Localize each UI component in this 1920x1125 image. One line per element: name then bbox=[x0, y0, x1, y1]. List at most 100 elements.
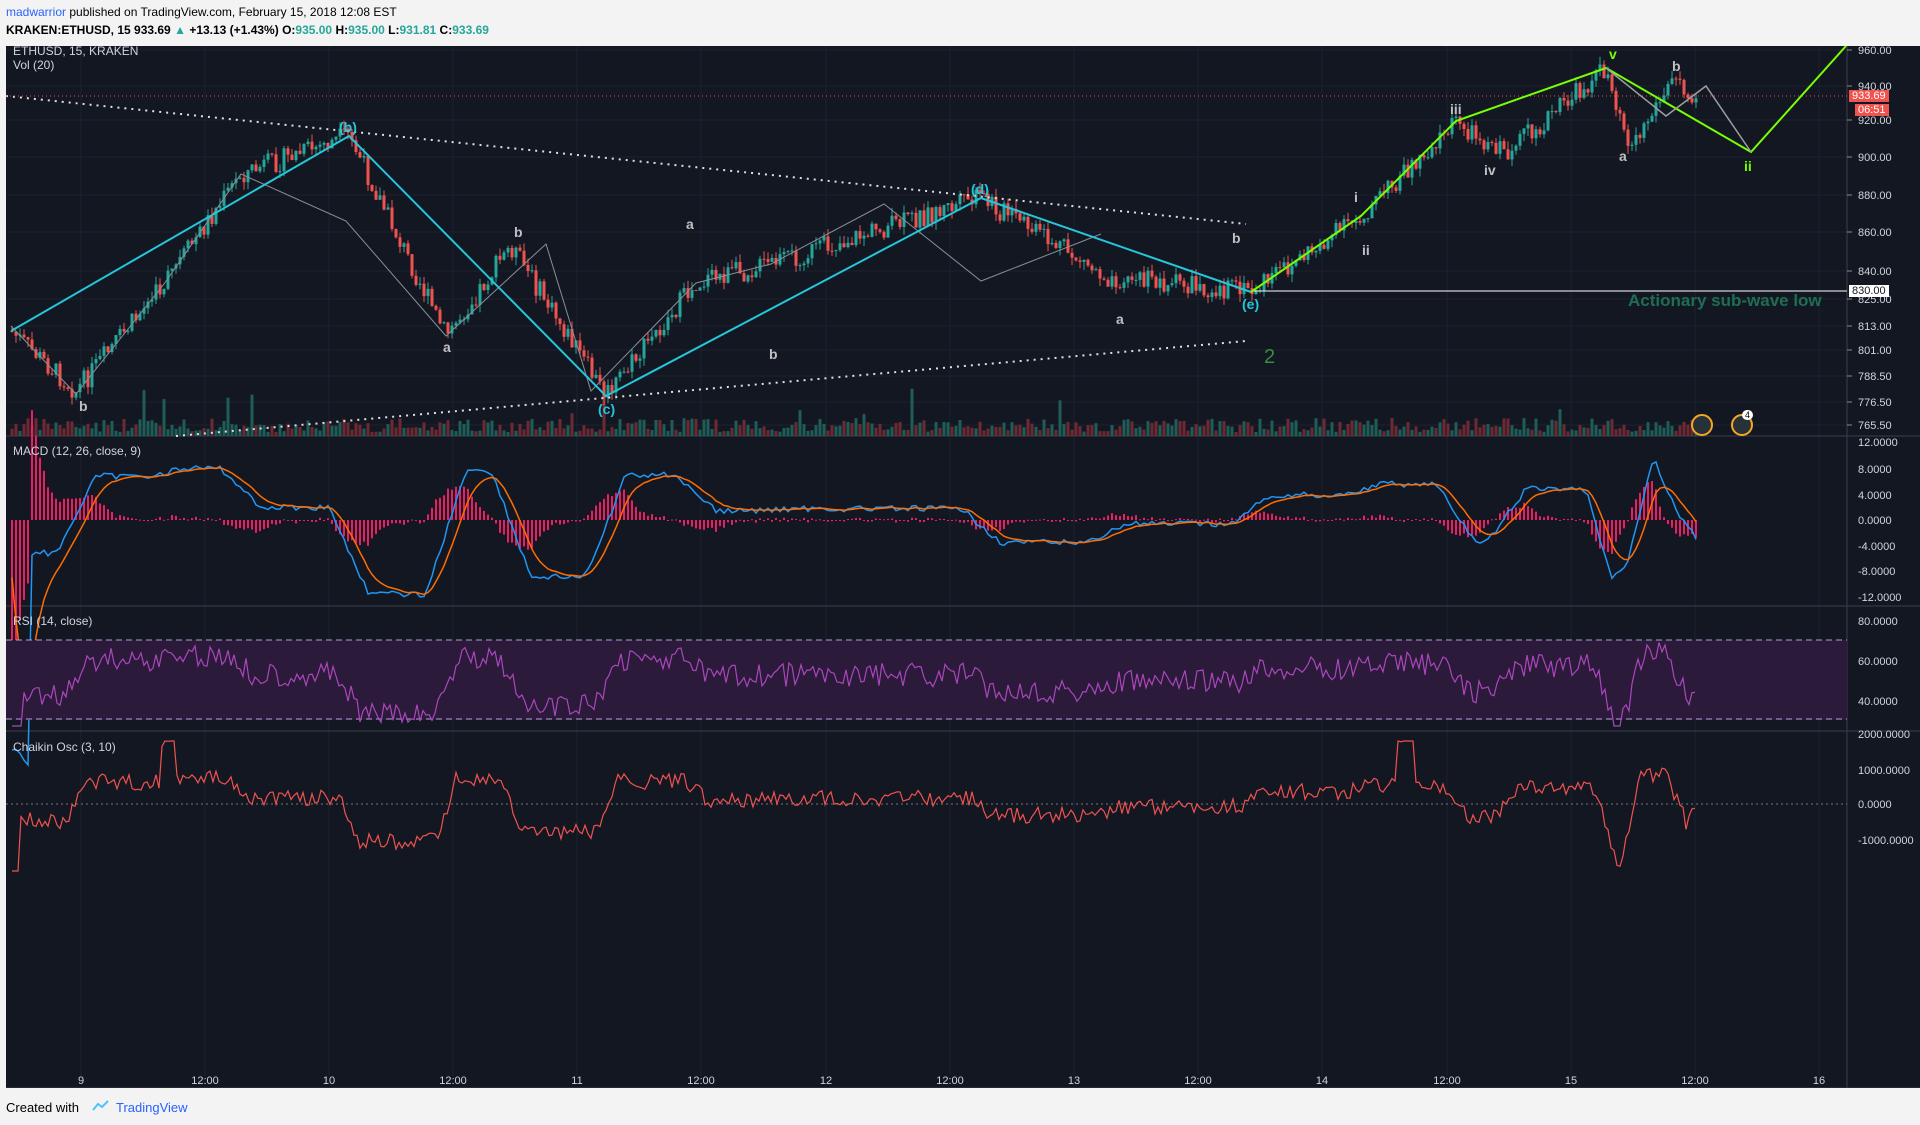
volume-bar bbox=[1498, 426, 1502, 436]
macd-hist-bar bbox=[1551, 516, 1553, 520]
primary-wave-cyan[interactable] bbox=[10, 134, 1252, 398]
macd-hist-bar bbox=[539, 520, 541, 537]
macd-hist-bar bbox=[487, 514, 489, 520]
candle-body bbox=[930, 207, 934, 223]
time-axis[interactable]: 9 12:00 10 12:00 11 12:00 12 12:00 13 12:00 14 12:0… bbox=[78, 1075, 1825, 1087]
volume-bar bbox=[874, 427, 878, 436]
candle-body bbox=[1522, 128, 1526, 134]
price-axis[interactable]: 960.00940.00920.00900.00880.00860.00840.… bbox=[1847, 46, 1892, 432]
wave-label-d-paren: (d) bbox=[971, 181, 989, 197]
macd-hist-bar bbox=[1191, 519, 1193, 521]
lower-trendline[interactable] bbox=[175, 340, 1247, 437]
macd-hist-bar bbox=[31, 410, 33, 520]
macd-hist-bar bbox=[335, 520, 337, 532]
candle-body bbox=[954, 204, 958, 211]
volume-bar bbox=[910, 388, 914, 436]
macd-hist-bar bbox=[943, 518, 945, 520]
volume-bar bbox=[506, 431, 510, 436]
volume-bar bbox=[1250, 426, 1254, 436]
macd-tick-label: 0.0000 bbox=[1858, 515, 1892, 527]
volume-bar bbox=[1418, 431, 1422, 436]
candle-body bbox=[1334, 223, 1338, 236]
chaikin-axis[interactable]: 2000.0000 1000.0000 0.0000 -1000.0000 bbox=[1858, 729, 1914, 847]
candle-body bbox=[1414, 159, 1418, 169]
candle-body bbox=[1174, 274, 1178, 284]
wave-label-a: a bbox=[686, 216, 694, 232]
candle-body bbox=[1594, 70, 1598, 81]
candle-body bbox=[1478, 138, 1482, 141]
volume-bar bbox=[810, 430, 814, 436]
volume-bar bbox=[974, 428, 978, 436]
volume-bar bbox=[22, 424, 26, 436]
volume-bar bbox=[170, 424, 174, 436]
volume-bar bbox=[670, 419, 674, 436]
macd-hist-bar bbox=[131, 518, 133, 520]
volume-bar bbox=[942, 422, 946, 436]
candle-body bbox=[878, 229, 882, 232]
candle-body bbox=[466, 314, 470, 320]
wave-label-b: b bbox=[514, 224, 523, 240]
macd-hist-bar bbox=[1627, 520, 1629, 522]
macd-hist-bar bbox=[155, 518, 157, 520]
volume-bar bbox=[82, 425, 86, 436]
macd-hist-bar bbox=[1099, 518, 1101, 520]
candle-body bbox=[790, 250, 794, 252]
volume-bar bbox=[1178, 421, 1182, 436]
volume-bar bbox=[98, 431, 102, 436]
candle-body bbox=[818, 240, 822, 244]
macd-hist-bar bbox=[955, 519, 957, 521]
wave-label-iii: iii bbox=[1450, 101, 1462, 117]
macd-axis[interactable]: 12.0000 8.0000 4.0000 0.0000 -4.0000 -8.0000 -… bbox=[1858, 437, 1901, 604]
candle-body bbox=[926, 207, 930, 227]
upper-trendline[interactable] bbox=[6, 95, 1247, 225]
macd-title: MACD (12, 26, close, 9) bbox=[13, 444, 142, 458]
author-link[interactable]: madwarrior bbox=[6, 5, 67, 19]
price-change: +13.13 (+1.43%) bbox=[189, 23, 279, 37]
wave-label-c-paren: (c) bbox=[598, 401, 616, 417]
candle-body bbox=[26, 337, 30, 340]
event-flag-icon[interactable] bbox=[1691, 414, 1713, 436]
macd-hist-bar bbox=[1063, 518, 1065, 520]
candle-body bbox=[98, 355, 102, 360]
macd-hist-bar bbox=[795, 518, 797, 520]
macd-hist-bar bbox=[867, 520, 869, 522]
tradingview-link[interactable]: TradingView bbox=[116, 1100, 188, 1115]
macd-hist-bar bbox=[1111, 513, 1113, 520]
volume-bar bbox=[726, 431, 730, 436]
volume-bar bbox=[310, 426, 314, 436]
volume-bar bbox=[1654, 422, 1658, 436]
candle-body bbox=[910, 212, 914, 215]
macd-hist-bar bbox=[1527, 506, 1529, 520]
macd-hist-bar bbox=[75, 498, 77, 520]
macd-hist-bar bbox=[1655, 489, 1657, 520]
candle-body bbox=[50, 373, 54, 375]
candle-body bbox=[1566, 100, 1570, 106]
volume-bar bbox=[1294, 420, 1298, 436]
chart-area[interactable]: 960.00 940.00 920.00 900.00 880.00 860.00 840.… bbox=[6, 44, 1920, 1088]
macd-hist-bar bbox=[1223, 520, 1225, 522]
rsi-axis[interactable]: 80.0000 60.0000 40.0000 bbox=[1858, 616, 1898, 708]
volume-bar bbox=[1182, 420, 1186, 436]
macd-hist-bar bbox=[39, 457, 41, 520]
candle-body bbox=[154, 284, 158, 300]
macd-hist-bar bbox=[471, 496, 473, 520]
wave-label-b: b bbox=[79, 398, 88, 414]
annotation-text[interactable]: Actionary sub-wave low bbox=[1628, 291, 1822, 310]
macd-hist-bar bbox=[187, 519, 189, 521]
subwave-line[interactable] bbox=[10, 173, 1102, 395]
impulse-wave-green[interactable] bbox=[1250, 46, 1847, 293]
macd-hist-bar bbox=[1631, 507, 1633, 520]
candle-body bbox=[1026, 216, 1030, 229]
wave-label-iv: iv bbox=[1484, 162, 1496, 178]
candle-body bbox=[62, 386, 66, 388]
volume-bar bbox=[618, 419, 622, 436]
volume-bar bbox=[866, 422, 870, 436]
candle-body bbox=[1294, 260, 1298, 267]
macd-hist-bar bbox=[307, 520, 309, 521]
volume-bar bbox=[486, 422, 490, 436]
volume-bar bbox=[530, 418, 534, 436]
correction-wave-grey[interactable] bbox=[1605, 67, 1752, 153]
time-tick-label: 16 bbox=[1813, 1075, 1825, 1087]
volume-bar bbox=[798, 410, 802, 436]
candle-body bbox=[338, 128, 342, 137]
